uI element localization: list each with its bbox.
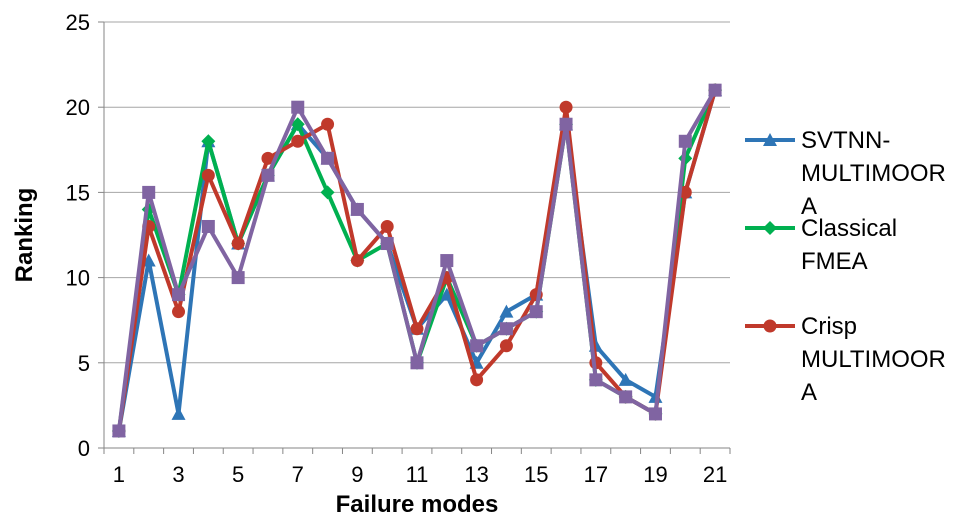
- y-tick-label: 0: [78, 436, 90, 461]
- data-point: [410, 322, 424, 336]
- data-point: [291, 134, 305, 148]
- y-tick-label: 25: [66, 10, 90, 35]
- data-point: [172, 305, 186, 319]
- legend-label: Crisp: [801, 313, 857, 340]
- y-tick-labels: 0 5 10 15 20 25: [66, 10, 90, 461]
- x-tick-label: 21: [703, 462, 727, 487]
- data-point: [201, 219, 215, 233]
- data-point: [201, 168, 215, 182]
- data-point: [350, 254, 364, 268]
- data-point: [231, 271, 245, 285]
- data-point: [380, 219, 394, 233]
- data-point: [499, 322, 513, 336]
- data-point: [499, 339, 513, 353]
- data-point: [320, 185, 335, 200]
- legend-label: A: [801, 193, 817, 220]
- data-point: [559, 117, 573, 131]
- legend-label: SVTNN-: [801, 127, 890, 154]
- axes: [98, 21, 731, 454]
- legend-item: SVTNN- MULTIMOOR A: [745, 127, 946, 220]
- data-point: [470, 339, 484, 353]
- data-point: [470, 373, 484, 387]
- legend-item: Crisp MULTIMOOR A: [745, 313, 946, 406]
- data-point: [439, 287, 454, 301]
- series-1: [111, 83, 723, 437]
- data-point: [708, 83, 722, 97]
- y-tick-label: 5: [78, 351, 90, 376]
- x-tick-label: 11: [406, 462, 429, 487]
- x-tick-label: 7: [292, 462, 304, 487]
- legend-label: A: [801, 379, 817, 406]
- data-point: [678, 134, 692, 148]
- legend-label: Classical: [801, 215, 897, 242]
- plot-area: [111, 83, 723, 438]
- y-tick-label: 15: [66, 180, 90, 205]
- data-point: [261, 168, 275, 182]
- data-point: [291, 100, 305, 114]
- data-point: [350, 202, 364, 216]
- x-tick-label: 15: [524, 462, 548, 487]
- data-point: [171, 406, 186, 420]
- x-tick-label: 9: [351, 462, 363, 487]
- y-tick-label: 10: [66, 266, 90, 291]
- x-tick-label: 5: [232, 462, 244, 487]
- data-point: [380, 237, 394, 251]
- x-tick-label: 13: [464, 462, 488, 487]
- legend-label: MULTIMOOR: [801, 160, 946, 187]
- data-point: [201, 134, 216, 149]
- legend-marker: [763, 221, 777, 235]
- data-point: [618, 372, 633, 386]
- data-point: [410, 356, 424, 370]
- data-point: [321, 117, 335, 131]
- x-tick-label: 3: [172, 462, 184, 487]
- y-axis-title: Ranking: [11, 188, 38, 283]
- x-tick-label: 1: [113, 462, 125, 487]
- x-tick-label: 17: [584, 462, 608, 487]
- data-point: [499, 304, 514, 318]
- legend-marker: [763, 133, 777, 146]
- x-axis-title: Failure modes: [336, 491, 499, 518]
- legend-label: FMEA: [801, 248, 868, 275]
- data-point: [589, 373, 603, 387]
- legend-label: MULTIMOOR: [801, 346, 946, 373]
- data-point: [440, 254, 454, 268]
- data-point: [619, 390, 633, 404]
- data-point: [290, 117, 305, 132]
- data-point: [321, 151, 335, 165]
- series-4: [112, 83, 722, 438]
- x-tick-label: 19: [643, 462, 667, 487]
- gridlines: [104, 21, 730, 364]
- data-point: [529, 305, 543, 319]
- data-point: [261, 151, 275, 165]
- data-point: [648, 407, 662, 421]
- legend: SVTNN-MULTIMOORAClassicalFMEACrispMULTIM…: [745, 127, 946, 406]
- y-tick-label: 20: [66, 95, 90, 120]
- data-point: [172, 288, 186, 302]
- x-tick-labels: 1 3 5 7 9 11 13 15 17 19 21: [113, 462, 728, 487]
- legend-marker: [763, 319, 777, 333]
- data-point: [142, 185, 156, 199]
- data-point: [112, 424, 126, 438]
- data-point: [559, 100, 573, 114]
- legend-item: Classical FMEA: [745, 215, 897, 275]
- data-point: [231, 237, 245, 251]
